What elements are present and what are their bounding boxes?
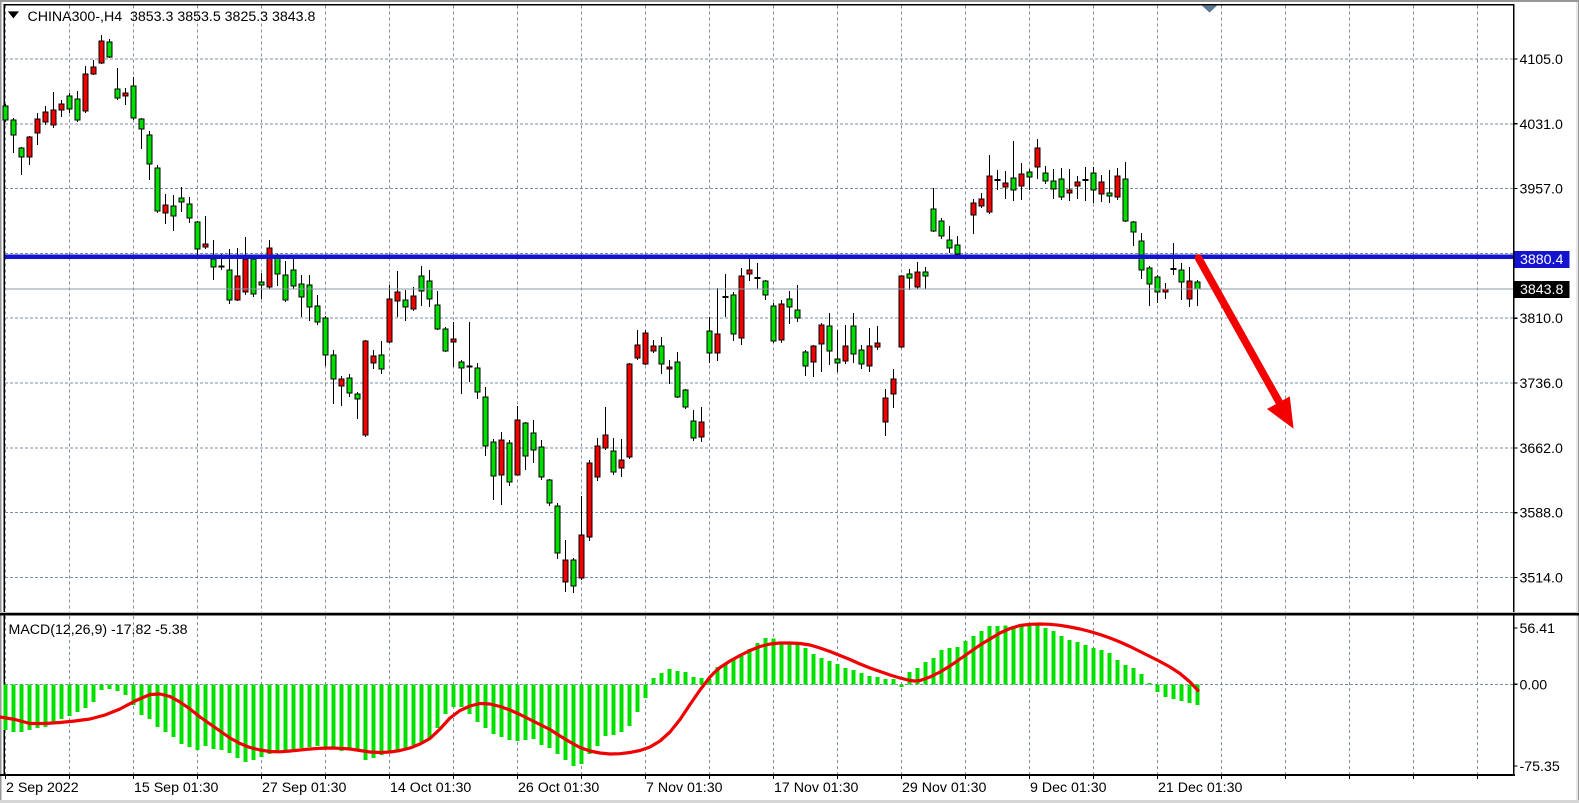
svg-text:26 Oct 01:30: 26 Oct 01:30 xyxy=(518,780,599,796)
svg-text:4105.0: 4105.0 xyxy=(1520,52,1564,68)
svg-text:14 Oct 01:30: 14 Oct 01:30 xyxy=(390,780,471,796)
svg-text:4031.0: 4031.0 xyxy=(1520,117,1564,133)
svg-text:56.41: 56.41 xyxy=(1520,621,1556,637)
svg-text:3736.0: 3736.0 xyxy=(1520,376,1564,392)
svg-text:3588.0: 3588.0 xyxy=(1520,506,1564,522)
svg-text:15 Sep 01:30: 15 Sep 01:30 xyxy=(134,780,219,796)
svg-text:9 Dec 01:30: 9 Dec 01:30 xyxy=(1030,780,1107,796)
svg-text:29 Nov 01:30: 29 Nov 01:30 xyxy=(902,780,987,796)
svg-text:0.00: 0.00 xyxy=(1520,677,1548,693)
svg-text:MACD(12,26,9) -17.82 -5.38: MACD(12,26,9) -17.82 -5.38 xyxy=(9,622,188,638)
svg-text:3957.0: 3957.0 xyxy=(1520,182,1564,198)
svg-text:27 Sep 01:30: 27 Sep 01:30 xyxy=(262,780,347,796)
svg-text:3662.0: 3662.0 xyxy=(1520,441,1564,457)
svg-text:3880.4: 3880.4 xyxy=(1520,252,1564,268)
svg-text:3843.8: 3843.8 xyxy=(1520,282,1564,298)
svg-text:-75.35: -75.35 xyxy=(1520,759,1560,775)
svg-text:17 Nov 01:30: 17 Nov 01:30 xyxy=(774,780,859,796)
svg-text:2 Sep 2022: 2 Sep 2022 xyxy=(6,780,79,796)
svg-text:CHINA300-,H4 3853.3 3853.5 38: CHINA300-,H4 3853.3 3853.5 3825.3 3843.8 xyxy=(28,9,316,25)
svg-text:21 Dec 01:30: 21 Dec 01:30 xyxy=(1158,780,1243,796)
svg-text:7 Nov 01:30: 7 Nov 01:30 xyxy=(646,780,723,796)
svg-text:3810.0: 3810.0 xyxy=(1520,311,1564,327)
svg-text:3514.0: 3514.0 xyxy=(1520,571,1564,587)
